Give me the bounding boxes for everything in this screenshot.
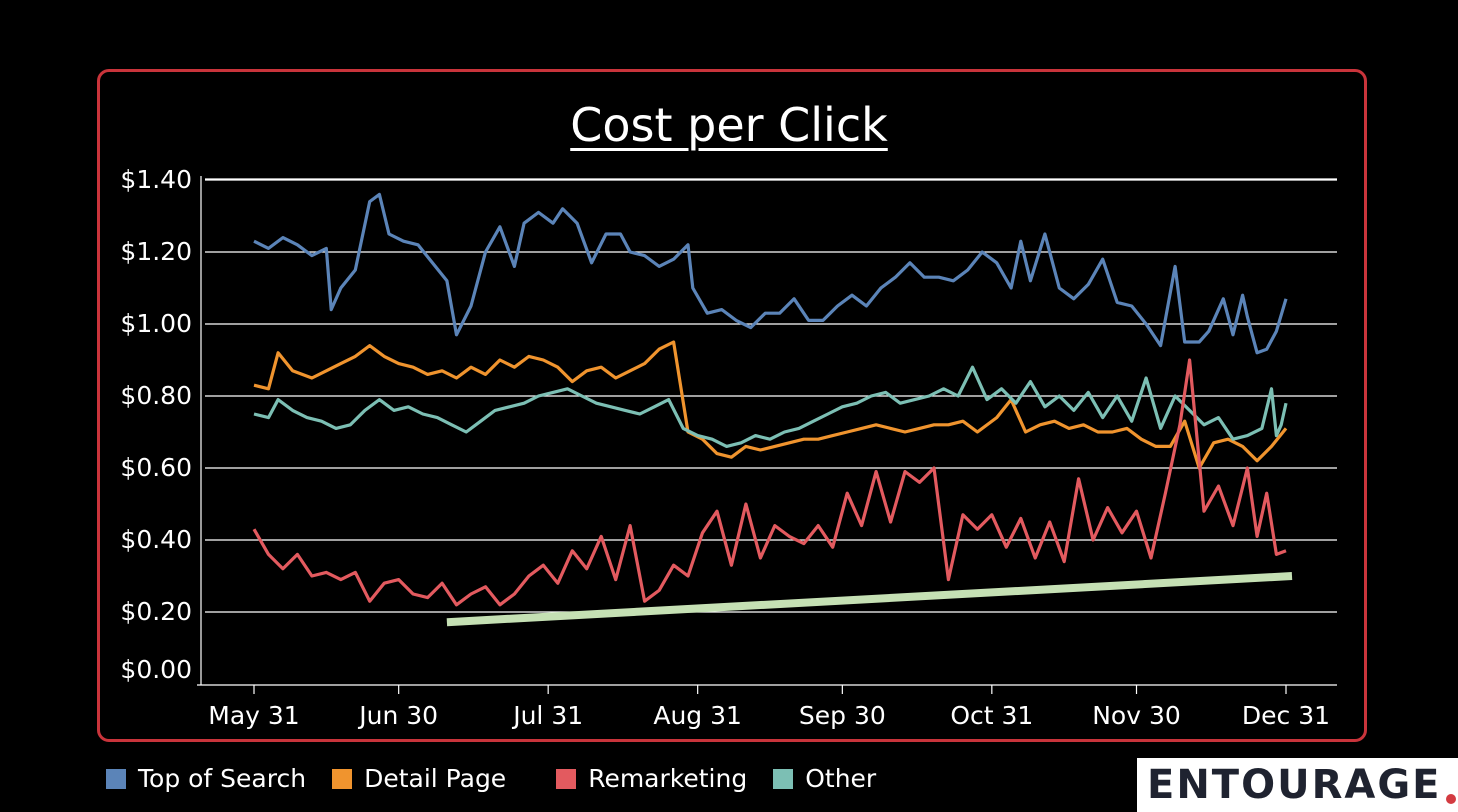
y-tick-labels: $0.00 $0.20 $0.40 $0.60 $0.80 $1.00 $1.20 $1.40	[120, 165, 192, 684]
axes	[197, 176, 1337, 694]
legend-item-remarketing: Remarketing	[556, 764, 747, 793]
legend: Top of Search Detail Page Remarketing Ot…	[106, 764, 902, 793]
legend-swatch	[106, 768, 126, 789]
chart-title: Cost per Click	[570, 98, 888, 152]
y-tick-label: $1.40	[120, 165, 192, 194]
legend-swatch	[556, 768, 577, 789]
x-tick-label: Sep 30	[799, 701, 886, 730]
x-tick-label: May 31	[208, 701, 299, 730]
chart-frame	[97, 69, 1367, 742]
y-tick-label: $0.00	[120, 655, 192, 684]
x-tick-label: Jul 31	[511, 701, 583, 730]
legend-item-detail-page: Detail Page	[332, 764, 506, 793]
trend-line	[446, 572, 1293, 627]
other-line	[253, 365, 1288, 448]
series-lines	[252, 192, 1288, 607]
y-tick-label: $1.00	[120, 309, 192, 338]
legend-swatch	[332, 768, 353, 789]
remarketing-line	[252, 358, 1287, 607]
legend-item-other: Other	[773, 764, 876, 793]
legend-label: Remarketing	[588, 764, 748, 793]
y-tick-label: $0.80	[120, 381, 192, 410]
annotations	[446, 572, 1293, 627]
legend-label: Other	[805, 764, 877, 793]
x-tick-label: Dec 31	[1242, 701, 1330, 730]
x-tick-label: Jun 30	[357, 701, 438, 730]
x-tick-label: Nov 30	[1092, 701, 1181, 730]
legend-item-top-of-search: Top of Search	[106, 764, 306, 793]
x-tick-label: Aug 31	[653, 701, 742, 730]
logo-text: ENTOURAGE	[1147, 762, 1442, 808]
y-tick-label: $0.40	[120, 525, 192, 554]
legend-swatch	[773, 768, 794, 789]
y-tick-label: $0.60	[120, 453, 192, 482]
entourage-logo: ENTOURAGE	[1137, 758, 1458, 812]
logo-dot	[1446, 794, 1456, 804]
detail-page-line	[253, 340, 1288, 470]
legend-label: Detail Page	[364, 764, 507, 793]
legend-label: Top of Search	[138, 764, 307, 793]
y-tick-label: $1.20	[120, 237, 192, 266]
y-tick-label: $0.20	[120, 597, 192, 626]
gridlines	[205, 178, 1337, 613]
x-tick-labels: May 31 Jun 30 Jul 31 Aug 31 Sep 30 Oct 31 Nov …	[208, 701, 1330, 730]
top-of-search-line	[253, 192, 1288, 355]
x-tick-label: Oct 31	[950, 701, 1033, 730]
